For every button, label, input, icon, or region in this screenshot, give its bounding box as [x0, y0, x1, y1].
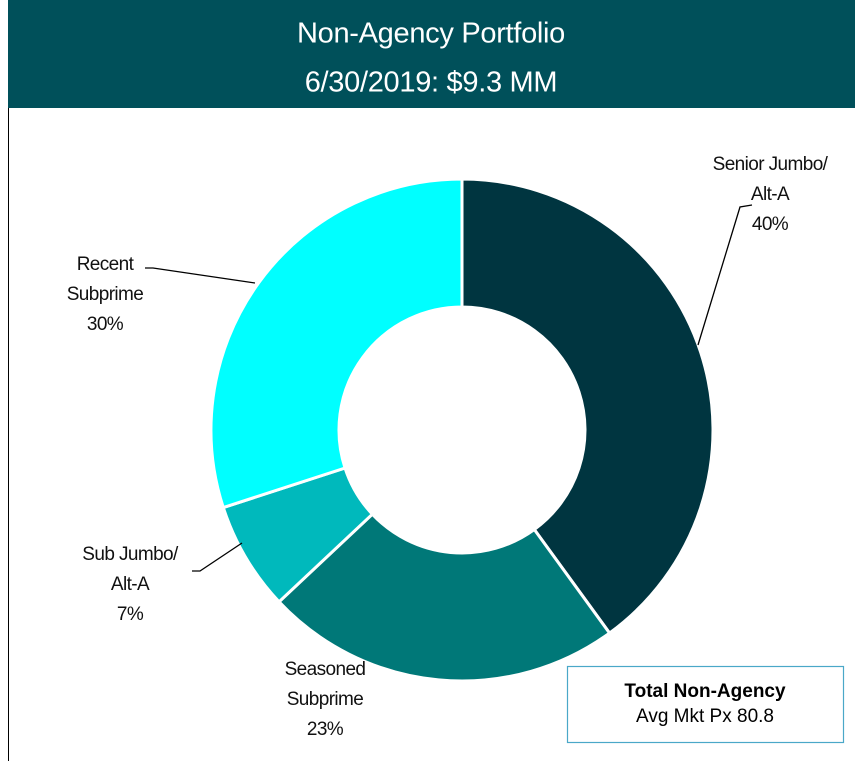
leader-line — [697, 204, 753, 346]
donut-slice — [209, 177, 464, 510]
slice-label: Senior Jumbo/ — [713, 154, 829, 175]
donut — [209, 177, 715, 683]
leader-line — [192, 542, 243, 572]
chart-subtitle: 6/30/2019: $9.3 MM — [305, 67, 558, 99]
slice-label: Alt-A — [751, 184, 790, 205]
slice-value-label: 40% — [752, 214, 789, 235]
slice-label: Subprime — [67, 284, 144, 305]
annotation-box — [566, 665, 845, 744]
header-band — [8, 0, 855, 108]
slice-value-label: 23% — [307, 719, 344, 740]
slice-label: Seasoned — [285, 659, 366, 680]
slice-label: Sub Jumbo/ — [82, 544, 179, 565]
chart-title: Non-Agency Portfolio — [297, 18, 565, 50]
slice-label: Subprime — [287, 689, 364, 710]
annotation-text: Avg Mkt Px 80.8 — [636, 706, 774, 727]
slice-label: Recent — [77, 254, 135, 275]
leader-line — [145, 267, 256, 284]
annotation-title: Total Non-Agency — [624, 681, 786, 702]
slice-value-label: 30% — [87, 314, 124, 335]
slice-value-label: 7% — [117, 604, 144, 625]
labels: Senior Jumbo/Alt-A 40% Seasoned Subprime 23%… — [67, 154, 830, 740]
donut-slice — [460, 177, 715, 636]
slice-label: Alt-A — [111, 574, 150, 595]
donut-slice — [276, 512, 612, 683]
